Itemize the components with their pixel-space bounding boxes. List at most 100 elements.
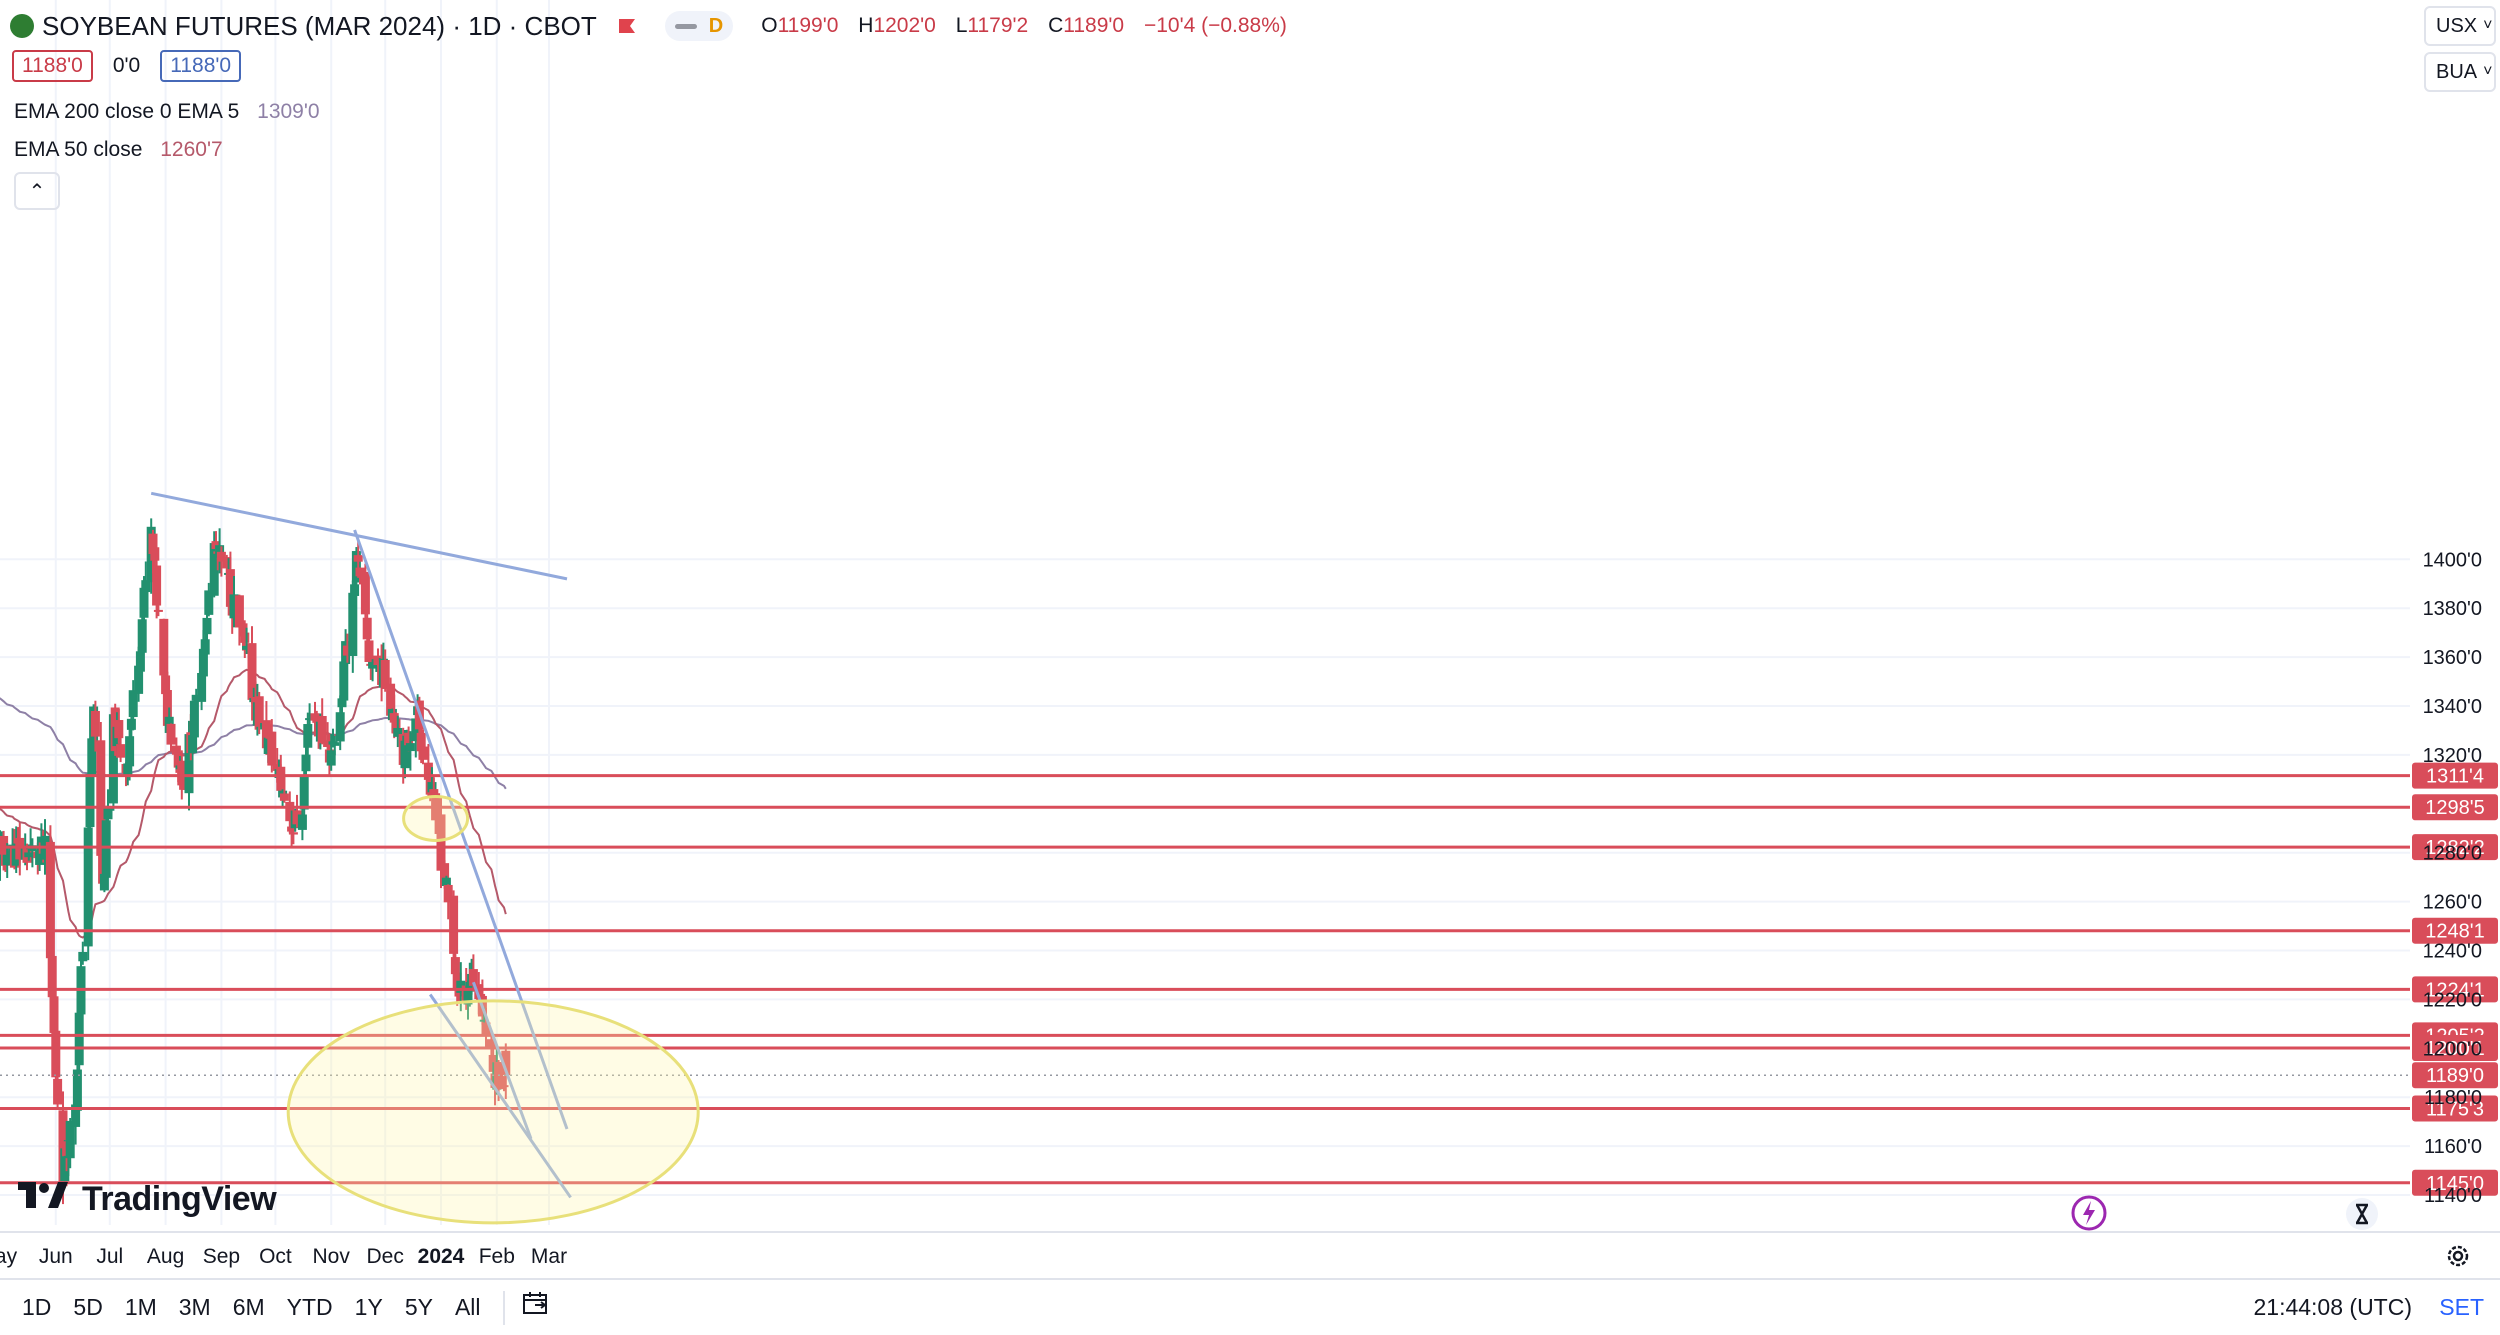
price-tick-label: 1320'0 <box>2423 745 2482 767</box>
candle-body <box>150 547 160 561</box>
timeframe-ytd[interactable]: YTD <box>286 1294 333 1320</box>
indicator-ema50[interactable]: EMA 50 close 1260'7 <box>14 138 223 162</box>
candle-body <box>339 661 349 701</box>
candle-body <box>209 543 219 596</box>
candle-body <box>153 609 163 612</box>
candle-body <box>215 545 225 558</box>
level-price-tag <box>2412 834 2498 861</box>
candle-body <box>225 569 235 607</box>
candle-body <box>323 740 333 747</box>
lightning-icon[interactable] <box>2070 1194 2108 1239</box>
candle-body <box>441 877 451 886</box>
timeframe-all[interactable]: All <box>454 1294 481 1320</box>
tradingview-logo-icon <box>18 1180 70 1219</box>
price-tick-label: 1200'0 <box>2423 1038 2482 1060</box>
flag-icon[interactable] <box>617 18 637 34</box>
candle-body <box>450 957 460 975</box>
utc-clock[interactable]: 21:44:08 (UTC) <box>2253 1294 2412 1320</box>
currency-selector[interactable]: USX ˅ <box>2424 6 2496 46</box>
last-price-label: 1189'0 <box>2426 1065 2484 1087</box>
session-button[interactable]: SET <box>2439 1294 2484 1320</box>
level-price-label: 1298'5 <box>2425 797 2484 819</box>
candle-body <box>305 718 315 721</box>
candle-body <box>141 580 151 593</box>
timeframe-6m[interactable]: 6M <box>232 1294 265 1320</box>
candle-body <box>101 820 111 878</box>
time-tick-label: Oct <box>259 1245 292 1268</box>
timeframe-5y[interactable]: 5Y <box>404 1294 433 1320</box>
candle-body <box>234 595 244 628</box>
candle-body <box>350 584 360 596</box>
level-price-label: 1248'1 <box>2425 921 2484 943</box>
candle-body <box>391 718 401 734</box>
candle-body <box>267 731 277 766</box>
candle-body <box>216 551 226 562</box>
indicator-label: EMA 200 close 0 EMA 5 <box>14 100 240 123</box>
candle-body <box>47 955 57 998</box>
bid-button[interactable]: 1188'0 <box>12 50 93 82</box>
bid-ask-row: 1188'0 0'0 1188'0 <box>12 50 242 82</box>
candle-body <box>297 814 307 830</box>
symbol-title[interactable]: SOYBEAN FUTURES (MAR 2024) · 1D · CBOT <box>42 10 597 41</box>
ohlc-high-key: H <box>858 14 874 37</box>
date-range-icon[interactable] <box>521 1289 551 1326</box>
candle-body <box>330 742 340 746</box>
candle-body <box>24 852 34 858</box>
ohlc-high: 1202'0 <box>873 14 936 37</box>
price-tick-label: 1340'0 <box>2423 696 2482 718</box>
candle-body <box>126 718 136 730</box>
timeframe-1d[interactable]: 1D <box>22 1294 52 1320</box>
candle-body <box>418 746 428 760</box>
time-axis: ay Jun Jul Aug Sep Oct Nov Dec 2024 Feb Mar <box>0 1231 2500 1268</box>
candle-body <box>60 1148 70 1182</box>
timeframe-3m[interactable]: 3M <box>178 1294 211 1320</box>
timeframe-1y[interactable]: 1Y <box>354 1294 383 1320</box>
timer-icon[interactable] <box>2344 1196 2380 1239</box>
price-tick-label: 1400'0 <box>2423 549 2482 571</box>
collapse-indicators-button[interactable]: ⌃ <box>14 172 60 210</box>
candle-body <box>337 698 347 708</box>
time-tick-label: Aug <box>147 1245 184 1268</box>
candle-body <box>85 773 95 828</box>
indicator-ema200[interactable]: EMA 200 close 0 EMA 5 1309'0 <box>14 100 320 124</box>
unit-selector[interactable]: BUA ˅ <box>2424 52 2496 92</box>
candle-body <box>499 1085 509 1088</box>
candle-body <box>83 827 93 947</box>
ohlc-open: 1199'0 <box>777 14 839 37</box>
candle-body <box>229 594 239 619</box>
candle-body <box>242 645 252 650</box>
candle-body <box>362 617 372 640</box>
candle-body <box>184 734 194 794</box>
candle-body <box>123 763 133 776</box>
horizontal-levels: 1311'41298'51282'21248'11224'11205'21200… <box>0 762 2498 1196</box>
candle-body <box>436 814 446 871</box>
candle-body <box>202 617 212 635</box>
highlight-ellipse-small <box>402 794 470 842</box>
candle-body <box>135 651 145 672</box>
settings-gear-icon[interactable] <box>2444 1242 2472 1277</box>
candle-body <box>211 541 221 549</box>
candle-body <box>240 632 250 643</box>
candle-body <box>65 1120 75 1159</box>
candle-body <box>134 665 144 694</box>
timeframe-5d[interactable]: 5D <box>73 1294 103 1320</box>
market-status-pill[interactable]: D <box>664 11 734 41</box>
candle-body <box>292 810 302 825</box>
time-tick-label: Dec <box>367 1245 404 1268</box>
candle-body <box>254 696 264 727</box>
timeframe-1m[interactable]: 1M <box>124 1294 157 1320</box>
level-price-tag <box>2412 1169 2498 1196</box>
ohlc-readout: O1199'0 H1202'0 L1179'2 C1189'0 −10'4 (−… <box>761 14 1301 38</box>
candle-body <box>393 727 403 737</box>
candle-body <box>200 639 210 655</box>
candle-body <box>287 826 297 832</box>
candle-body <box>49 996 59 1033</box>
time-tick-label: Sep <box>203 1245 240 1268</box>
candle-body <box>222 557 232 569</box>
candle-body <box>429 789 439 797</box>
price-tick-label: 1140'0 <box>2424 1185 2482 1207</box>
currency-value: USX <box>2436 14 2478 37</box>
ask-button[interactable]: 1188'0 <box>160 50 242 82</box>
indicator-value: 1260'7 <box>160 138 223 161</box>
